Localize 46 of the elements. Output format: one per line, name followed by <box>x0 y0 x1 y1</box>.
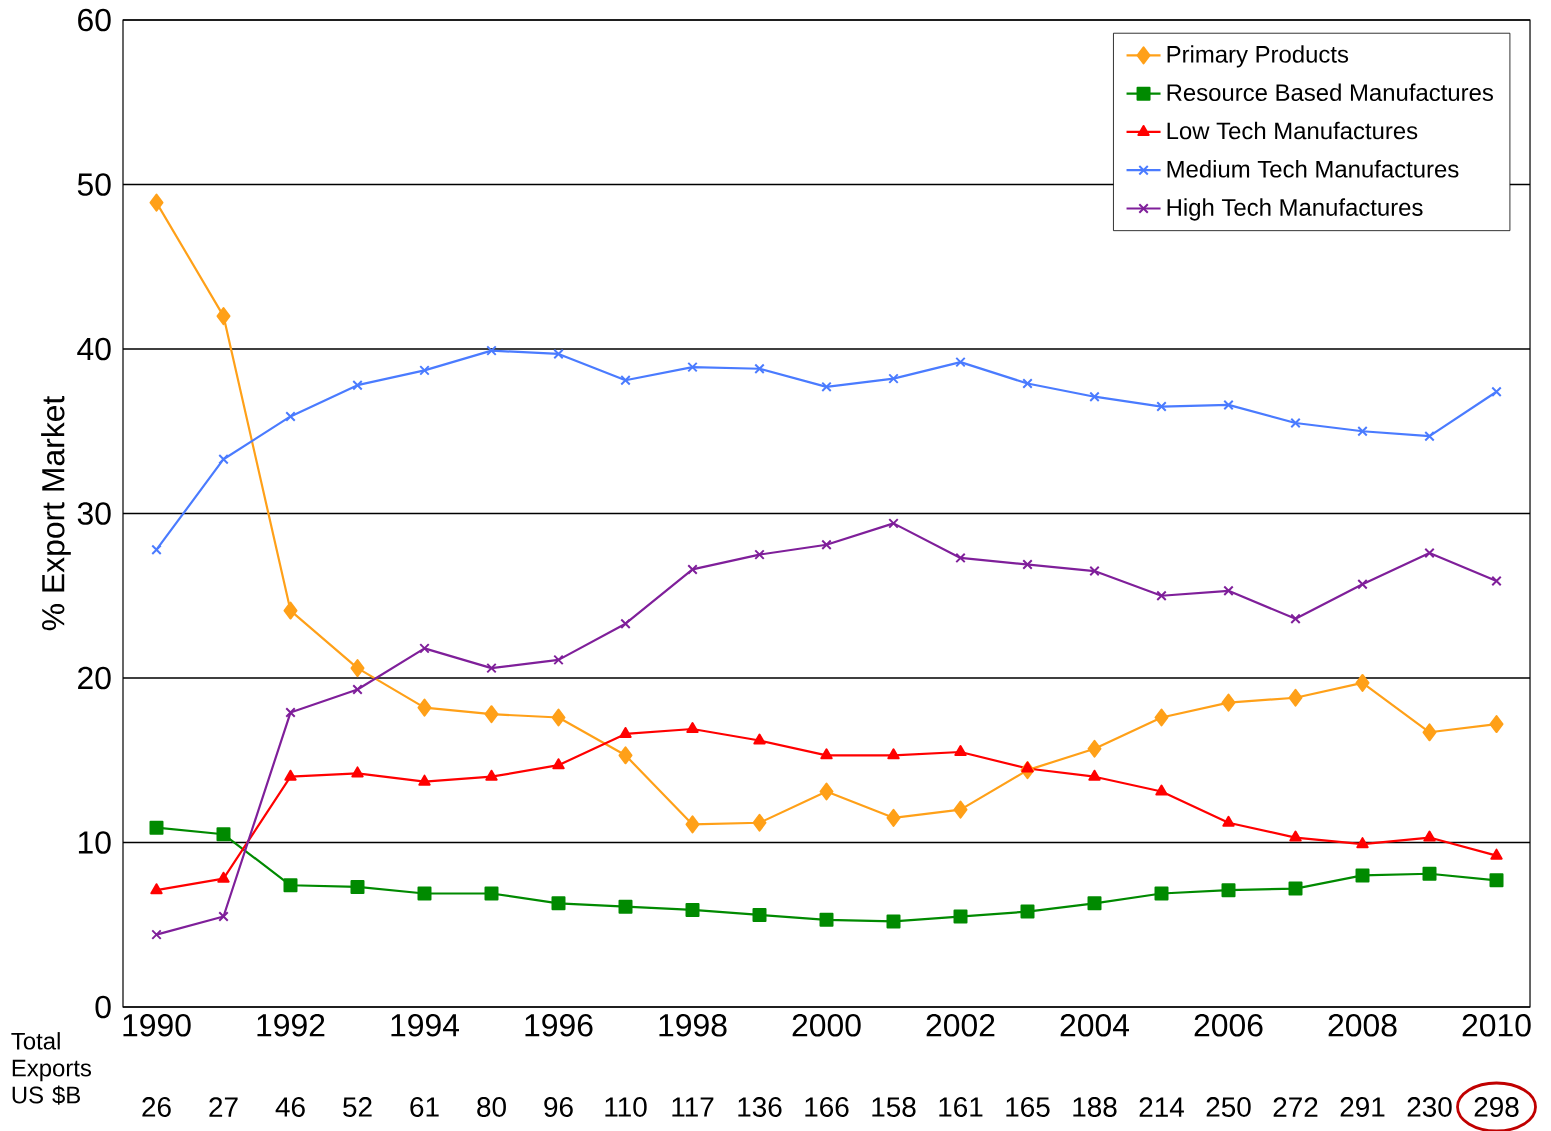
text: 80 <box>477 1097 506 1117</box>
y-tick-label: 0 <box>95 995 111 1019</box>
x-tick-label: 1998 <box>659 1014 727 1037</box>
y-axis-title: % Export Market <box>41 395 71 631</box>
x-tick-label: 2006 <box>1194 1014 1263 1037</box>
x-tick-label: 1996 <box>525 1014 593 1037</box>
x-tick-label: 2000 <box>792 1014 861 1037</box>
text: 46 <box>275 1097 305 1117</box>
x-tick-label: 1990 <box>123 1014 191 1037</box>
text: 165 <box>1006 1097 1050 1117</box>
text: 250 <box>1206 1097 1251 1117</box>
y-tick-label: 20 <box>78 666 111 690</box>
y-tick-label: 40 <box>77 337 111 361</box>
x-tick-label: 2010 <box>1462 1014 1531 1037</box>
x-tick-label: 2004 <box>1060 1014 1130 1037</box>
text: 158 <box>872 1097 916 1117</box>
text: 110 <box>605 1097 647 1117</box>
text: 27 <box>209 1097 238 1117</box>
text: 96 <box>544 1097 573 1117</box>
text: 26 <box>142 1097 171 1117</box>
legend-label: Primary Products <box>1167 45 1349 68</box>
x-tick-label: 2002 <box>926 1014 995 1037</box>
text: 166 <box>805 1097 849 1117</box>
text: 272 <box>1273 1097 1318 1117</box>
text: 52 <box>343 1097 372 1117</box>
text: 291 <box>1340 1097 1385 1117</box>
text: 188 <box>1073 1097 1117 1117</box>
x-tick-label: 1992 <box>257 1014 325 1037</box>
text: 298 <box>1474 1097 1519 1117</box>
text: 61 <box>410 1097 439 1117</box>
x-tick-label: 1994 <box>391 1014 459 1037</box>
text: 214 <box>1139 1097 1184 1117</box>
text: 161 <box>939 1097 983 1117</box>
legend-label: High Tech Manufactures <box>1167 198 1423 221</box>
y-tick-label: 60 <box>78 8 111 32</box>
legend-label: Low Tech Manufactures <box>1167 121 1418 140</box>
text: Total Exports US $B <box>11 1032 92 1105</box>
y-tick-label: 50 <box>77 173 111 196</box>
text: 117 <box>672 1097 714 1117</box>
y-tick-label: 30 <box>77 502 111 525</box>
x-tick-label: 2008 <box>1328 1014 1397 1037</box>
legend-label: Medium Tech Manufactures <box>1167 160 1459 178</box>
text: 230 <box>1407 1097 1452 1117</box>
y-tick-label: 10 <box>78 831 111 854</box>
legend-label: Resource Based Manufactures <box>1167 83 1493 102</box>
text: 136 <box>738 1097 782 1117</box>
